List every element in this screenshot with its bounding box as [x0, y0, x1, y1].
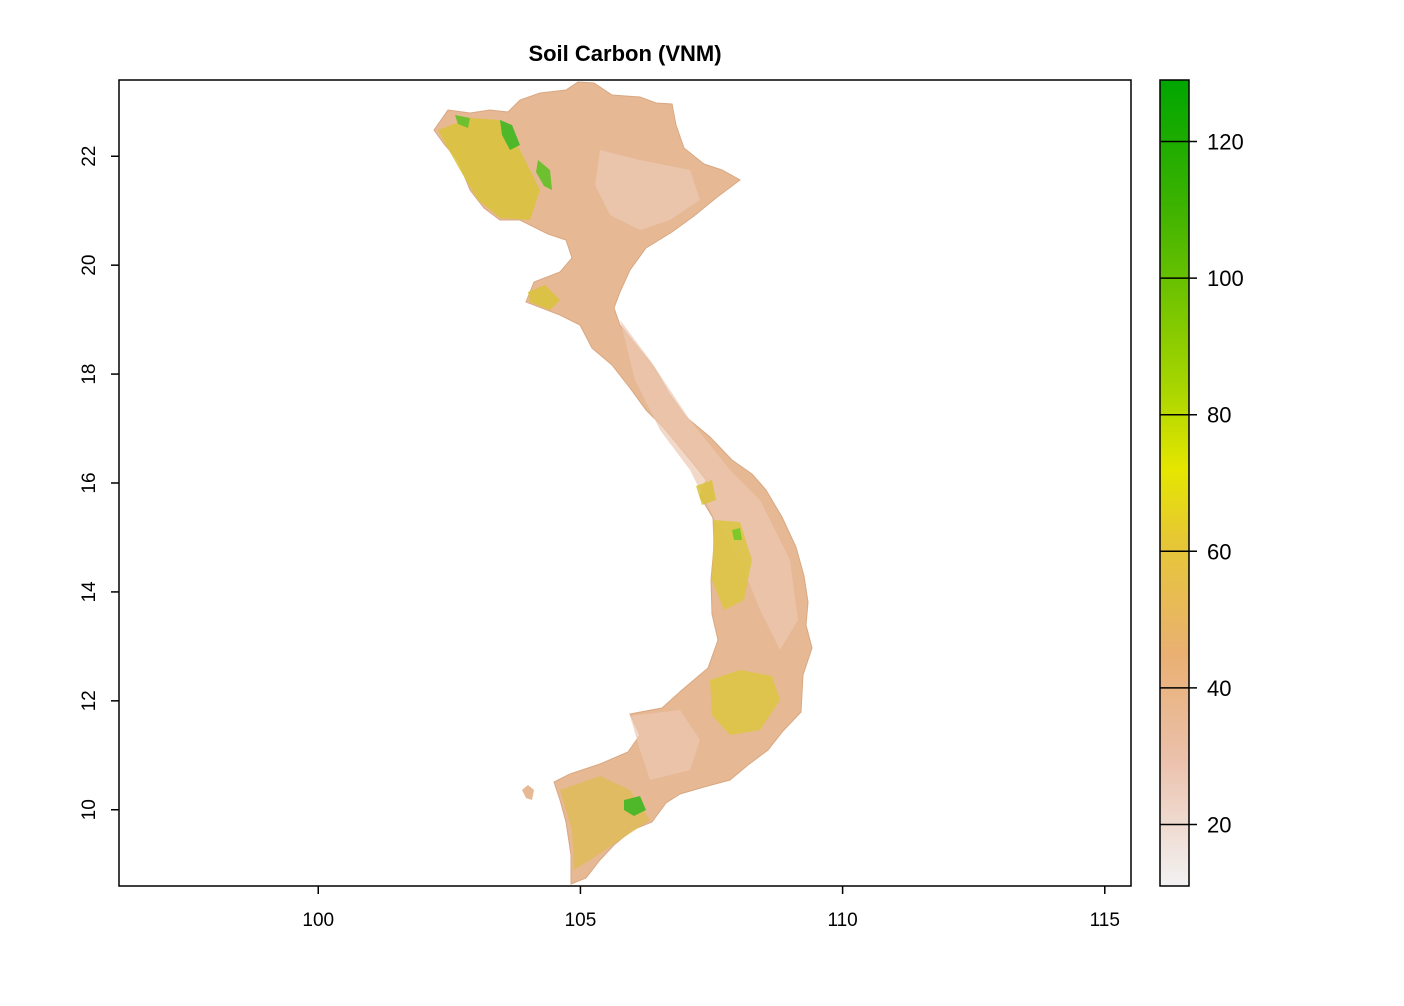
y-tick-label: 12 — [79, 690, 100, 711]
south-highlands-high — [710, 670, 780, 735]
x-axis: 100 105 110 115 — [302, 885, 1120, 931]
island-phu-quoc — [522, 785, 534, 800]
legend-tick-label: 100 — [1207, 266, 1244, 291]
x-tick-label: 100 — [302, 910, 334, 931]
legend-tick-label: 20 — [1207, 813, 1231, 838]
north-central-high — [528, 285, 560, 310]
y-tick-label: 10 — [79, 799, 100, 820]
legend-ticks: 20 40 60 80 100 120 — [1160, 129, 1244, 838]
y-axis: 10 12 14 16 18 20 22 — [79, 146, 119, 820]
mekong-lowland — [630, 710, 700, 780]
peak-patch-central — [732, 528, 742, 540]
peak-patch-mekong — [624, 796, 646, 816]
y-tick-label: 14 — [79, 581, 100, 603]
peak-patch-northwest-2 — [455, 115, 470, 128]
y-tick-label: 20 — [79, 255, 100, 276]
x-tick-label: 105 — [565, 910, 597, 931]
vietnam-raster — [433, 81, 813, 885]
x-tick-label: 110 — [827, 910, 857, 931]
legend-tick-label: 40 — [1207, 676, 1231, 701]
legend-tick-label: 120 — [1207, 129, 1244, 154]
legend-tick-label: 80 — [1207, 403, 1231, 428]
y-tick-label: 22 — [79, 146, 100, 167]
peak-patch-north — [536, 160, 552, 190]
map-title: Soil Carbon (VNM) — [528, 41, 721, 66]
y-tick-label: 16 — [79, 472, 100, 493]
red-river-delta — [595, 150, 700, 230]
hai-van-high — [696, 480, 716, 505]
y-tick-label: 18 — [79, 364, 100, 385]
legend-color-bar — [1159, 79, 1190, 887]
legend-tick-label: 60 — [1207, 539, 1231, 564]
central-highlands-high — [712, 520, 752, 610]
peak-patch-northwest — [500, 120, 520, 150]
x-tick-label: 115 — [1090, 910, 1120, 931]
